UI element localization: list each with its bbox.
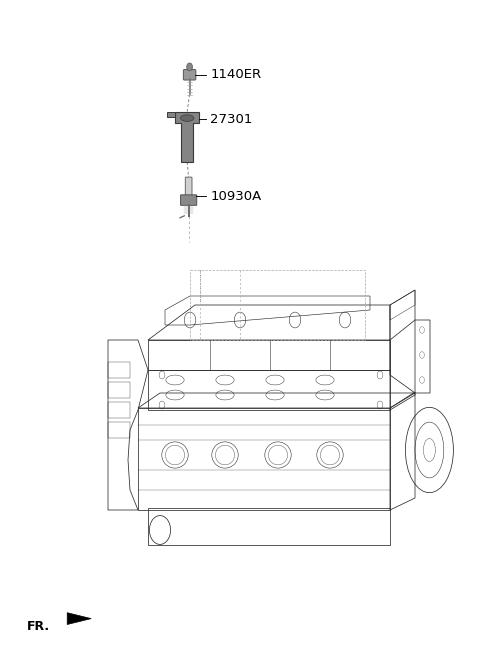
FancyBboxPatch shape (180, 195, 197, 205)
Circle shape (187, 63, 192, 71)
Polygon shape (67, 613, 91, 625)
FancyBboxPatch shape (185, 177, 192, 197)
Ellipse shape (180, 115, 194, 121)
Polygon shape (175, 112, 199, 162)
Polygon shape (167, 112, 175, 117)
Text: 10930A: 10930A (210, 190, 262, 203)
Text: FR.: FR. (26, 620, 49, 633)
Text: 1140ER: 1140ER (210, 68, 262, 81)
Text: 27301: 27301 (210, 113, 252, 126)
FancyBboxPatch shape (183, 70, 196, 80)
